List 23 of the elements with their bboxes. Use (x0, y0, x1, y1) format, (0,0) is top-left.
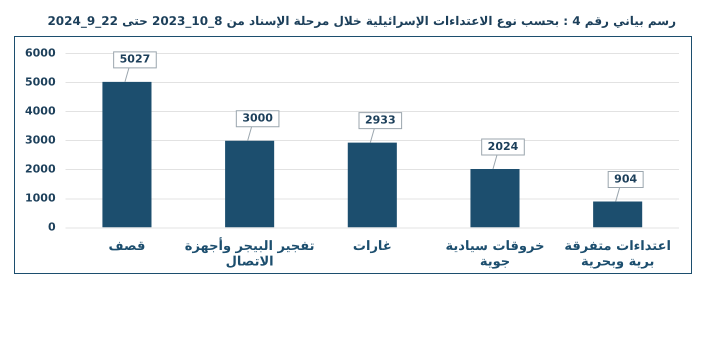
y-tick-label: 2000 (24, 162, 56, 176)
y-tick-label: 0 (48, 220, 56, 234)
data-label: 2024 (488, 140, 519, 153)
data-label: 904 (614, 172, 638, 186)
x-tick-label: تفجير البيجر وأجهزة الاتصال (184, 236, 314, 270)
data-label: 5027 (120, 52, 150, 66)
x-tick-label: غارات (352, 238, 392, 254)
x-tick-label: اعتداءات متفرقة برية وبحرية (564, 238, 671, 270)
y-tick-label: 1000 (24, 192, 56, 205)
x-tick-label: قصف (108, 238, 146, 254)
y-tick-label: 6000 (24, 46, 56, 60)
x-tick-label: خروقات سيادية جوية (446, 238, 544, 270)
bar (102, 82, 152, 228)
bar (348, 142, 397, 228)
chart-title: رسم بياني رقم 4 : بحسب نوع الاعتداءات الإسرائيلية خلال مرحلة الإسناد من 8_10_2023 حتى 22_9_2024 (46, 13, 677, 30)
y-tick-label: 4000 (24, 104, 56, 118)
data-label: 3000 (242, 112, 274, 125)
data-label: 2933 (364, 114, 396, 127)
y-tick-label: 3000 (24, 134, 56, 147)
bar (470, 169, 520, 228)
y-tick-label: 5000 (24, 75, 56, 88)
bar (593, 202, 642, 228)
bar (225, 140, 274, 228)
